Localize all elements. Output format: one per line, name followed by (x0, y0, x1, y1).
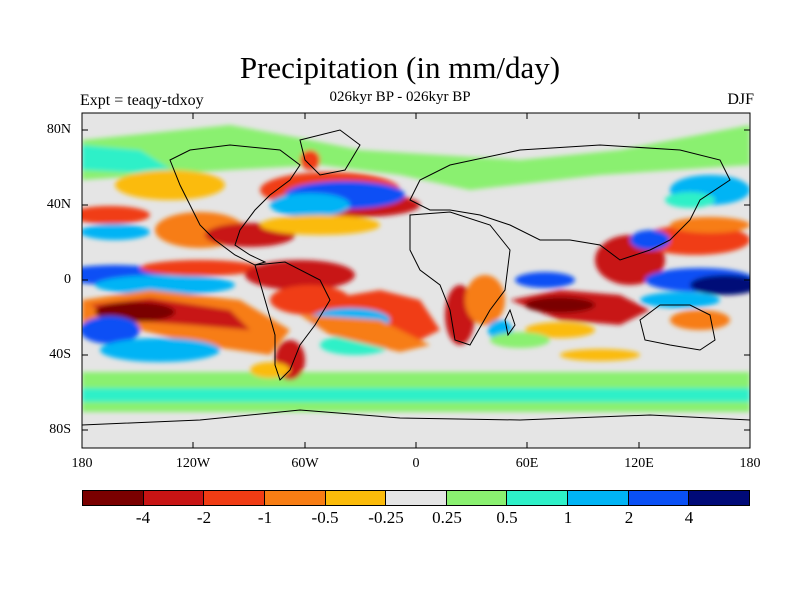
lat-label-0: 0 (64, 272, 71, 287)
coastlines (82, 129, 750, 426)
page-title: Precipitation (in mm/day) (239, 50, 561, 85)
experiment-label: Expt = teaqy-tdxoy (80, 92, 204, 109)
colorbar-swatch (568, 491, 629, 505)
colorbar-swatch (83, 491, 144, 505)
colorbar-label: 4 (684, 508, 694, 527)
colorbar-swatch (204, 491, 265, 505)
colorbar-swatch (446, 491, 508, 505)
colorbar (82, 490, 750, 506)
colorbar-swatch (628, 491, 690, 505)
colorbar-label: -0.5 (311, 508, 339, 527)
anomaly-field (82, 125, 750, 412)
lat-label-40s: 40S (49, 347, 71, 362)
lon-label-60e: 60E (515, 456, 539, 471)
lat-label-80n: 80N (46, 122, 71, 137)
colorbar-label: -2 (196, 508, 212, 527)
lon-label-0: 0 (412, 456, 420, 471)
lat-label-80s: 80S (49, 422, 71, 437)
lon-label-60w: 60W (291, 456, 319, 471)
colorbar-label: -4 (135, 508, 151, 527)
colorbar-swatch (386, 491, 447, 505)
lon-label-180w: 180 (71, 456, 93, 471)
subtitle: 026kyr BP - 026kyr BP (329, 89, 471, 105)
lat-label-40n: 40N (46, 197, 71, 212)
colorbar-label: 2 (624, 508, 634, 527)
colorbar-swatch (143, 491, 205, 505)
colorbar-swatch (507, 491, 569, 505)
colorbar-label: 0.5 (496, 508, 518, 527)
colorbar-label: -1 (257, 508, 273, 527)
colorbar-label: 1 (563, 508, 573, 527)
colorbar-swatch (325, 491, 387, 505)
lon-label-120e: 120E (624, 456, 654, 471)
colorbar-swatch (264, 491, 326, 505)
season-label: DJF (727, 91, 754, 108)
lon-label-180e: 180 (739, 456, 761, 471)
colorbar-label: -0.25 (368, 508, 404, 527)
lon-ticks (81, 113, 640, 448)
colorbar-swatch (689, 491, 750, 505)
colorbar-label: 0.25 (432, 508, 462, 527)
lon-label-120w: 120W (175, 456, 211, 471)
lat-ticks (82, 129, 750, 431)
